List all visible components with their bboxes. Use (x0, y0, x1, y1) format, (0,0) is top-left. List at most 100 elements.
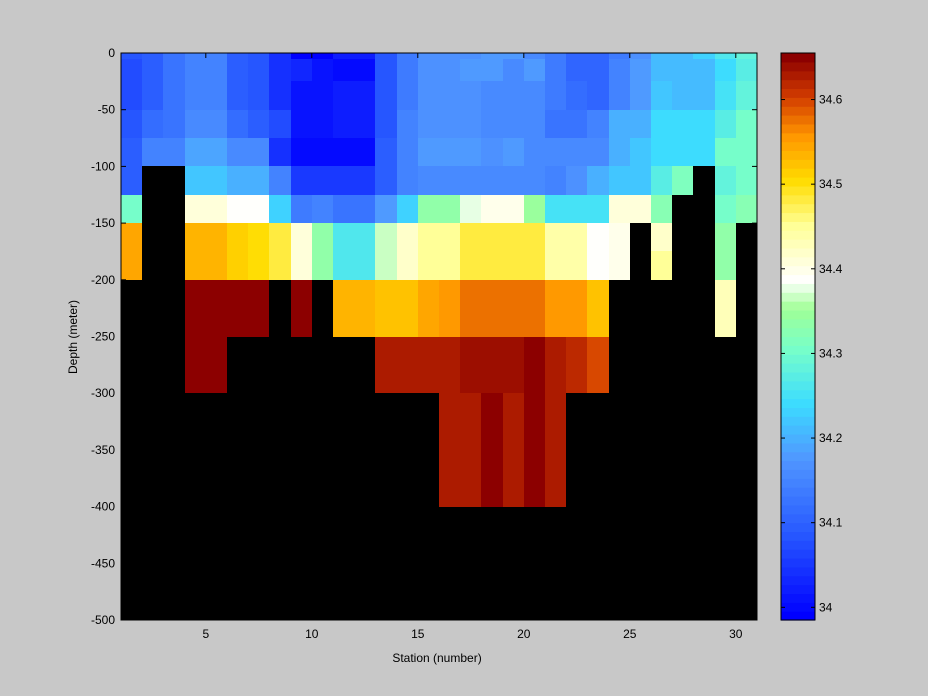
heatmap-cell (439, 59, 460, 81)
heatmap-cell (142, 81, 163, 110)
heatmap-cell (587, 365, 609, 393)
heatmap-cell (609, 195, 630, 223)
masked-cell (587, 507, 609, 620)
x-tick-label: 15 (411, 627, 425, 641)
heatmap-cell (121, 59, 142, 81)
colorbar-level (781, 185, 815, 196)
masked-cell (736, 422, 757, 450)
heatmap-cell (651, 223, 672, 251)
heatmap-cell (545, 478, 566, 507)
heatmap-cell (524, 59, 545, 81)
masked-cell (609, 507, 630, 620)
heatmap-cell (481, 53, 503, 59)
masked-cell (291, 478, 312, 507)
heatmap-cell (524, 422, 545, 450)
heatmap-cell (375, 81, 397, 110)
colorbar-level (781, 575, 815, 586)
heatmap-cell (545, 59, 566, 81)
masked-cell (609, 422, 630, 450)
heatmap-cell (248, 195, 269, 223)
heatmap-cell (248, 110, 269, 138)
heatmap-cell (397, 138, 418, 166)
heatmap-cell (185, 337, 206, 365)
heatmap-cell (587, 251, 609, 280)
heatmap-cell (566, 81, 587, 110)
heatmap-cell (142, 59, 163, 81)
masked-cell (142, 195, 163, 223)
masked-cell (291, 365, 312, 393)
masked-cell (312, 393, 333, 422)
masked-cell (375, 422, 397, 450)
colorbar-level (781, 283, 815, 293)
heatmap-cell (503, 251, 524, 280)
masked-cell (693, 166, 715, 195)
heatmap-cell (333, 166, 354, 195)
heatmap-cell (693, 110, 715, 138)
heatmap-cell (121, 81, 142, 110)
masked-cell (142, 280, 163, 308)
heatmap-cell (672, 53, 693, 59)
masked-cell (312, 478, 333, 507)
heatmap-cell (460, 251, 481, 280)
heatmap-cell (524, 138, 545, 166)
heatmap-cell (503, 337, 524, 365)
masked-cell (672, 450, 693, 478)
masked-cell (651, 507, 672, 620)
masked-cell (630, 337, 651, 365)
heatmap-cell (566, 251, 587, 280)
heatmap-cell (715, 81, 736, 110)
x-tick-label: 25 (623, 627, 637, 641)
heatmap-cell (736, 166, 757, 195)
heatmap-cell (291, 223, 312, 251)
masked-cell (206, 507, 227, 620)
masked-cell (566, 450, 587, 478)
masked-cell (163, 450, 185, 478)
heatmap-cell (481, 251, 503, 280)
heatmap-cell (545, 450, 566, 478)
heatmap-cell (481, 393, 503, 422)
masked-cell (354, 450, 375, 478)
heatmap-cell (375, 280, 397, 308)
masked-cell (142, 223, 163, 251)
heatmap-cell (460, 337, 481, 365)
heatmap-cell (185, 195, 206, 223)
masked-cell (651, 365, 672, 393)
masked-cell (651, 478, 672, 507)
heatmap-cell (460, 53, 481, 59)
heatmap-cell (375, 166, 397, 195)
heatmap-cell (566, 59, 587, 81)
masked-cell (524, 507, 545, 620)
x-tick-label: 30 (729, 627, 743, 641)
masked-cell (333, 422, 354, 450)
masked-cell (121, 365, 142, 393)
masked-cell (121, 478, 142, 507)
masked-cell (269, 422, 291, 450)
heatmap-cell (269, 251, 291, 280)
heatmap-cell (587, 59, 609, 81)
colorbar-level (781, 557, 815, 568)
masked-cell (269, 393, 291, 422)
heatmap-cell (587, 53, 609, 59)
heatmap-cell (354, 81, 375, 110)
x-tick-label: 5 (202, 627, 209, 641)
heatmap-cell (587, 110, 609, 138)
masked-cell (715, 478, 736, 507)
heatmap-cell (545, 393, 566, 422)
heatmap-cell (524, 53, 545, 59)
heatmap-cell (312, 195, 333, 223)
heatmap-cell (291, 59, 312, 81)
masked-cell (163, 507, 185, 620)
heatmap-cell (736, 53, 757, 59)
masked-cell (651, 422, 672, 450)
masked-cell (163, 251, 185, 280)
masked-cell (163, 478, 185, 507)
heatmap-cell (736, 110, 757, 138)
masked-cell (397, 422, 418, 450)
masked-cell (312, 422, 333, 450)
heatmap-cell (375, 59, 397, 81)
heatmap-cell (206, 365, 227, 393)
heatmap-cell (481, 110, 503, 138)
masked-cell (354, 393, 375, 422)
heatmap-cell (291, 110, 312, 138)
heatmap-cell (269, 223, 291, 251)
